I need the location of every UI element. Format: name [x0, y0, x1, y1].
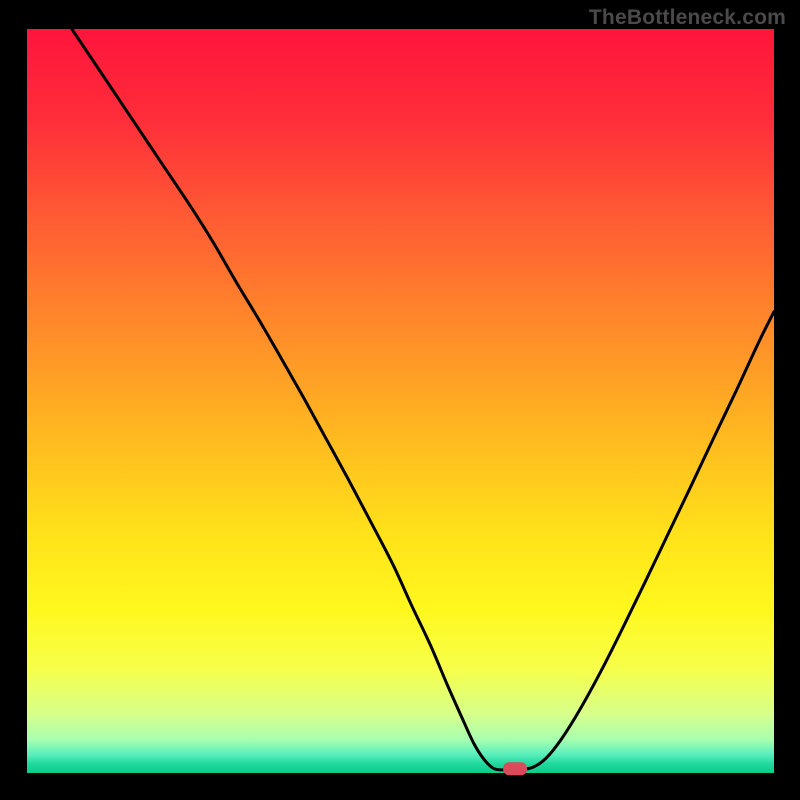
watermark-text: TheBottleneck.com — [589, 6, 786, 30]
optimum-marker — [503, 762, 527, 775]
plot-area — [27, 29, 774, 773]
stage: TheBottleneck.com — [0, 0, 800, 800]
bottleneck-curve — [27, 29, 774, 773]
